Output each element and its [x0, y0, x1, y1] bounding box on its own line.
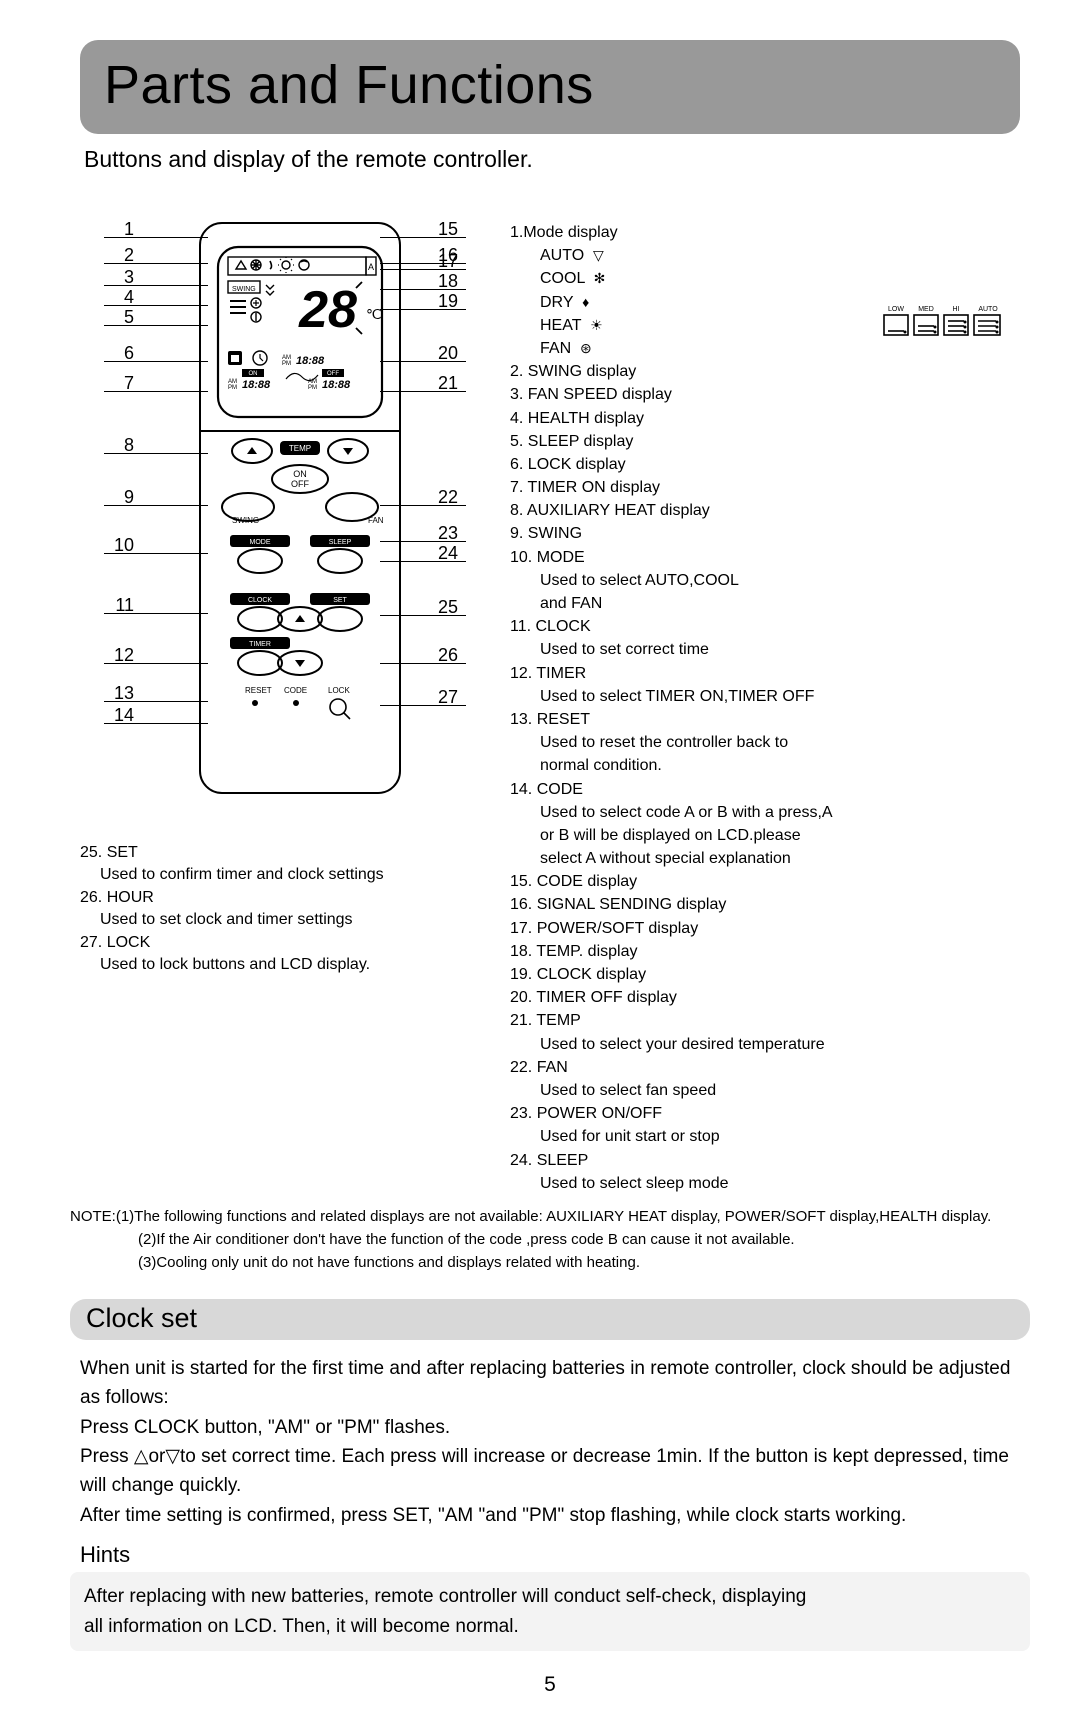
svg-text:FAN: FAN	[368, 516, 384, 525]
svg-text:PM: PM	[228, 385, 237, 391]
legend-item: 27. LOCK	[80, 932, 480, 954]
svg-text:OFF: OFF	[327, 371, 339, 377]
legend-item: 18. TEMP. display	[510, 940, 1020, 963]
svg-text:SWING: SWING	[232, 286, 256, 293]
svg-text:18:88: 18:88	[296, 355, 325, 367]
legend-item: 12. TIMER	[510, 662, 1020, 685]
legend-item: 7. TIMER ON display	[510, 476, 1020, 499]
svg-text:HI: HI	[953, 306, 960, 313]
svg-text:CLOCK: CLOCK	[248, 597, 272, 604]
title-banner: Parts and Functions	[80, 40, 1020, 134]
svg-text:A: A	[368, 262, 374, 272]
legend-item: 26. HOUR	[80, 887, 480, 909]
svg-text:AUTO: AUTO	[978, 306, 998, 313]
mode-item: AUTO ▽	[510, 244, 1020, 267]
svg-text:TEMP: TEMP	[289, 444, 311, 453]
legend-item: 13. RESET	[510, 708, 1020, 731]
svg-text:RESET: RESET	[245, 686, 272, 695]
legend-right: 1.Mode display AUTO ▽COOL ✻DRY ♦HEAT ☀FA…	[510, 203, 1020, 1195]
remote-diagram: A SWING	[80, 203, 480, 1195]
clockset-body: When unit is started for the first time …	[80, 1354, 1020, 1531]
legend-item: 24. SLEEP	[510, 1149, 1020, 1172]
page-number: 5	[80, 1673, 1020, 1697]
hints-header: Hints	[80, 1542, 1020, 1568]
hints-box: After replacing with new batteries, remo…	[70, 1572, 1030, 1651]
note-block: NOTE:(1)The following functions and rela…	[70, 1205, 1020, 1275]
temp-display: 28	[298, 281, 357, 339]
legend-item: 22. FAN	[510, 1056, 1020, 1079]
svg-text:SWING: SWING	[232, 516, 259, 525]
svg-text:TIMER: TIMER	[249, 641, 271, 648]
svg-text:18:88: 18:88	[242, 379, 271, 391]
svg-text:℃: ℃	[366, 306, 382, 322]
svg-text:MED: MED	[918, 306, 934, 313]
legend-item: 3. FAN SPEED display	[510, 383, 1020, 406]
svg-text:OFF: OFF	[291, 479, 309, 489]
legend-item: 10. MODE	[510, 546, 1020, 569]
mode-item: COOL ✻	[510, 267, 1020, 290]
legend-item: 17. POWER/SOFT display	[510, 917, 1020, 940]
legend-item: 14. CODE	[510, 778, 1020, 801]
svg-text:LOW: LOW	[888, 306, 904, 313]
svg-text:MODE: MODE	[250, 539, 271, 546]
svg-text:SET: SET	[333, 597, 347, 604]
svg-text:18:88: 18:88	[322, 379, 351, 391]
legend-item: 2. SWING display	[510, 360, 1020, 383]
clockset-banner: Clock set	[70, 1299, 1030, 1340]
legend-item: 11. CLOCK	[510, 615, 1020, 638]
legend-item: 8. AUXILIARY HEAT display	[510, 499, 1020, 522]
legend-item: 23. POWER ON/OFF	[510, 1102, 1020, 1125]
legend-item: 21. TEMP	[510, 1009, 1020, 1032]
svg-text:ON: ON	[293, 469, 307, 479]
svg-text:CODE: CODE	[284, 686, 307, 695]
legend-item: 4. HEALTH display	[510, 407, 1020, 430]
legend-item: 9. SWING	[510, 522, 1020, 545]
svg-text:ON: ON	[249, 371, 258, 377]
fanspeed-icons: LOW MED HI AUTO	[878, 303, 1008, 343]
legend-lower-left: 25. SETUsed to confirm timer and clock s…	[80, 842, 480, 976]
svg-text:SLEEP: SLEEP	[329, 539, 352, 546]
svg-text:LOCK: LOCK	[328, 686, 350, 695]
legend-item: 5. SLEEP display	[510, 430, 1020, 453]
legend-item: 25. SET	[80, 842, 480, 864]
mode-display-header: 1.Mode display	[510, 221, 1020, 244]
svg-text:PM: PM	[282, 361, 291, 367]
legend-item: 20. TIMER OFF display	[510, 986, 1020, 1009]
subtitle: Buttons and display of the remote contro…	[84, 146, 1020, 173]
legend-item: 16. SIGNAL SENDING display	[510, 893, 1020, 916]
legend-item: 19. CLOCK display	[510, 963, 1020, 986]
svg-text:PM: PM	[308, 385, 317, 391]
legend-item: 6. LOCK display	[510, 453, 1020, 476]
legend-item: 15. CODE display	[510, 870, 1020, 893]
page-title: Parts and Functions	[104, 54, 996, 116]
